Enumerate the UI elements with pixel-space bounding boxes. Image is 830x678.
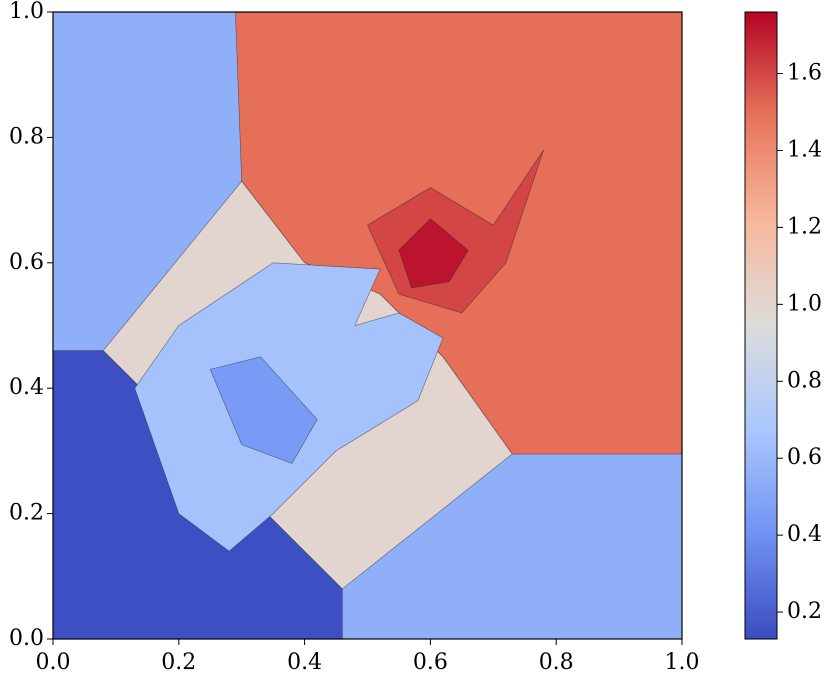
colorbar [744,11,778,640]
y-tick-label: 1.0 [9,0,44,24]
colorbar-tick-label: 0.8 [787,368,822,393]
colorbar-tick-label: 0.2 [787,599,822,624]
x-tick-label: 0.4 [287,650,322,675]
x-tick-label: 0.2 [161,650,196,675]
y-tick-label: 0.4 [9,375,44,400]
plot-area [53,12,682,639]
x-tick-label: 0.8 [539,650,574,675]
x-tick-label: 0.0 [36,650,71,675]
colorbar-tick-label: 1.4 [787,137,822,162]
x-tick-label: 0.6 [413,650,448,675]
colorbar-tick-label: 0.6 [787,445,822,470]
y-tick-label: 0.2 [9,501,44,526]
field-region [209,356,318,464]
colorbar-tick-label: 1.6 [787,61,822,86]
colorbar-tick-label: 0.4 [787,522,822,547]
y-tick-label: 0.0 [9,626,44,651]
colorbar-tick-label: 1.0 [787,291,822,316]
field-region [398,218,469,289]
y-tick-label: 0.8 [9,124,44,149]
plot-frame [52,11,683,640]
y-tick-label: 0.6 [9,250,44,275]
x-tick-label: 1.0 [665,650,700,675]
colorbar-tick-label: 1.2 [787,214,822,239]
